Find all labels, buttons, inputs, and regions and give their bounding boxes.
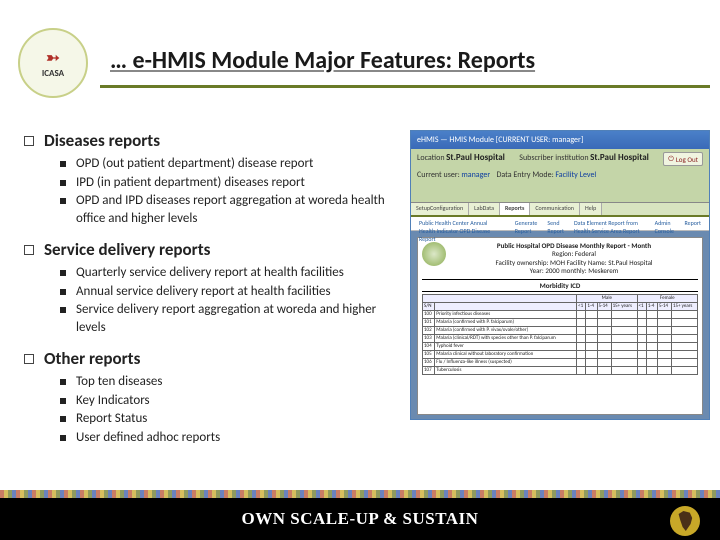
table-row: 107Tuberculosis	[423, 366, 698, 374]
content-area: Diseases reports OPD (out patient departm…	[24, 130, 404, 459]
square-bullet-icon	[60, 416, 66, 422]
app-toolbar: Location St.Paul Hospital Subscriber ins…	[411, 149, 709, 203]
tab-help[interactable]: Help	[580, 203, 602, 215]
subtab-link[interactable]: Send Report	[547, 219, 564, 228]
icasa-logo: ➳ ICASA	[18, 28, 88, 98]
square-bullet-icon	[60, 198, 66, 204]
slide-title: … e-HMIS Module Major Features: Reports	[110, 46, 710, 75]
seal-icon	[422, 242, 446, 266]
list-item: Service delivery report aggregation at w…	[60, 301, 404, 336]
report-sheet: Public Hospital OPD Disease Monthly Repo…	[417, 237, 703, 415]
section-heading: Service delivery reports	[24, 239, 404, 260]
list-item: Top ten diseases	[60, 373, 404, 391]
table-row: 106Flu / Influenza-like illness (suspect…	[423, 358, 698, 366]
ribbon-icon: ➳	[46, 48, 59, 68]
list-item: User defined adhoc reports	[60, 429, 404, 447]
square-bullet-icon	[60, 270, 66, 276]
table-row: 104Typhoid fever	[423, 342, 698, 350]
footer-bar: OWN SCALE-UP & SUSTAIN	[0, 498, 720, 540]
logo-text: ICASA	[42, 68, 64, 79]
square-bullet-icon	[60, 379, 66, 385]
app-screenshot: eHMIS — HMIS Module [CURRENT USER: manag…	[410, 130, 710, 420]
tab-setupconfiguration[interactable]: SetupConfiguration	[411, 203, 469, 215]
tabs-row: SetupConfigurationLabDataReportsCommunic…	[411, 203, 709, 217]
square-bullet-icon	[60, 398, 66, 404]
table-row: 101Malaria (confirmed with P. falciparum…	[423, 318, 698, 326]
square-bullet-icon	[24, 136, 34, 146]
square-bullet-icon	[60, 435, 66, 441]
app-titlebar: eHMIS — HMIS Module [CURRENT USER: manag…	[411, 131, 709, 149]
list-item: Quarterly service delivery report at hea…	[60, 264, 404, 282]
subtabs-row: Public Health Center Annual Health Indic…	[411, 217, 709, 231]
section: Diseases reports OPD (out patient departm…	[24, 130, 404, 227]
tab-labdata[interactable]: LabData	[469, 203, 500, 215]
table-row: 103Malaria (clinical/RDT) with species o…	[423, 334, 698, 342]
square-bullet-icon	[24, 354, 34, 364]
square-bullet-icon	[60, 180, 66, 186]
report-viewport: Public Hospital OPD Disease Monthly Repo…	[411, 231, 709, 420]
section: Other reports Top ten diseasesKey Indicat…	[24, 348, 404, 446]
title-underline	[100, 85, 710, 88]
list-item: OPD (out patient department) disease rep…	[60, 155, 404, 173]
subtab-link[interactable]: Public Health Center Annual Health Indic…	[419, 219, 505, 228]
section-heading: Diseases reports	[24, 130, 404, 151]
africa-icon	[670, 506, 700, 536]
footer-text: OWN SCALE-UP & SUSTAIN	[242, 509, 479, 529]
logout-icon: ⏻	[668, 154, 674, 164]
subtab-link[interactable]: Generate Report	[515, 219, 538, 228]
list-item: OPD and IPD diseases report aggregation …	[60, 192, 404, 227]
logout-button[interactable]: ⏻ Log Out	[663, 152, 703, 166]
subtab-link[interactable]: Report	[684, 219, 701, 228]
square-bullet-icon	[24, 245, 34, 255]
subtab-link[interactable]: Admin Console	[655, 219, 675, 228]
footer-stripe	[0, 490, 720, 498]
square-bullet-icon	[60, 289, 66, 295]
square-bullet-icon	[60, 161, 66, 167]
list-item: IPD (in patient department) diseases rep…	[60, 174, 404, 192]
square-bullet-icon	[60, 307, 66, 313]
section: Service delivery reports Quarterly servic…	[24, 239, 404, 336]
table-row: 102Malaria (confirmed with P. vivax/oval…	[423, 326, 698, 334]
tab-communication[interactable]: Communication	[530, 203, 580, 215]
section-heading: Other reports	[24, 348, 404, 369]
subtab-link[interactable]: Data Element Report from Health Service …	[574, 219, 645, 228]
table-row: 100Priority infectious diseases	[423, 310, 698, 318]
list-item: Annual service delivery report at health…	[60, 283, 404, 301]
tab-reports[interactable]: Reports	[500, 203, 530, 215]
table-row: 105Malaria clinical without laboratory c…	[423, 350, 698, 358]
report-table: MaleFemaleS/N<11-45-1415+ years<11-45-14…	[422, 294, 698, 375]
list-item: Report Status	[60, 410, 404, 428]
list-item: Key Indicators	[60, 392, 404, 410]
